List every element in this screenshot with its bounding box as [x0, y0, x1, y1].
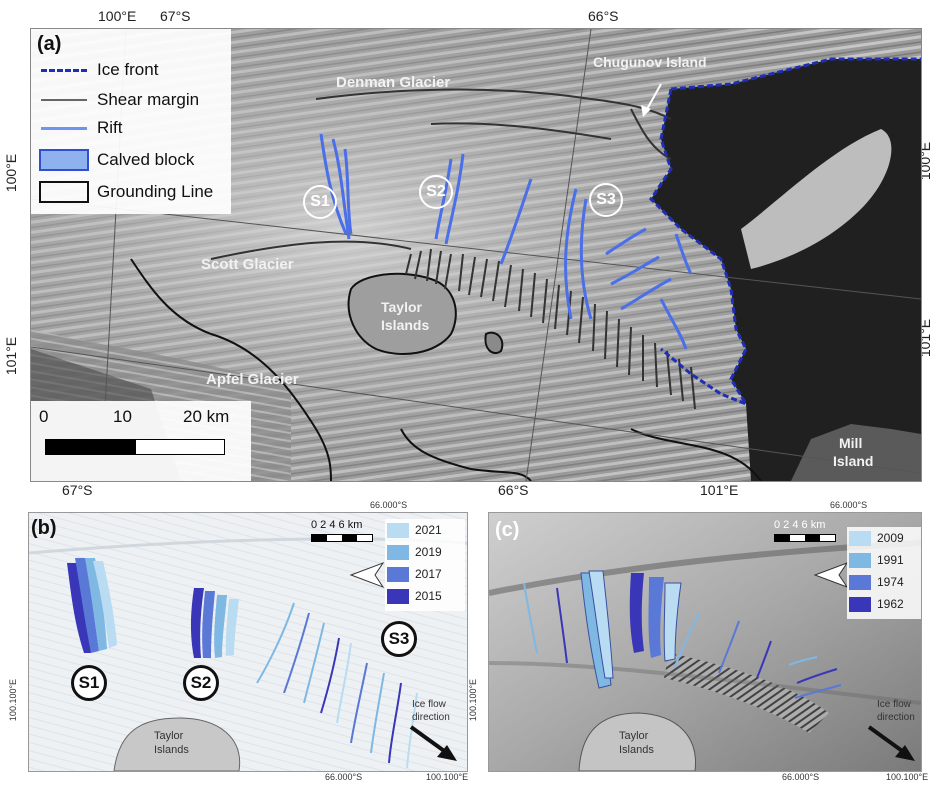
panel-b-island-2: Islands: [154, 744, 189, 756]
panel-b-site-s2: S2: [183, 665, 219, 701]
panel-c-coord-left: 100.100°E: [468, 678, 479, 722]
panel-c-scale-label: 0 2 4 6 km: [774, 519, 826, 531]
panel-b-flow-1: Ice flow: [412, 699, 447, 710]
panel-b-scale-label: 0 2 4 6 km: [311, 519, 363, 531]
label-apfel-glacier: Apfel Glacier: [206, 371, 299, 388]
panel-b-year-label-3: 2015: [415, 589, 442, 603]
panel-c-coord-bottom-lat: 66.000°S: [782, 772, 820, 782]
panel-c-year-label-2: 1974: [877, 575, 904, 589]
label-mill-island-1: Mill: [839, 435, 862, 451]
coord-left-101e: 101°E: [3, 336, 20, 376]
panel-b-year-2021: 2021: [387, 521, 442, 539]
panel-b-scale-bar: [311, 534, 373, 542]
panel-b-year-label-0: 2021: [415, 523, 442, 537]
panel-b-year-swatch-3: [387, 588, 409, 604]
panel-c-year-swatch-2: [849, 574, 871, 590]
panel-c-year-label-0: 2009: [877, 531, 904, 545]
panel-c-year-swatch-1: [849, 552, 871, 568]
panel-c-year-2009: 2009: [849, 529, 904, 547]
panel-b-coord-top: 66.000°S: [370, 500, 408, 510]
coord-top-100e: 100°E: [98, 8, 137, 24]
panel-c-year-legend: 2009 1991 1974 1962: [847, 527, 921, 619]
label-chugunov-island: Chugunov Island: [593, 54, 707, 70]
legend-grounding-line: Grounding Line: [39, 181, 213, 203]
legend-calved-block: Calved block: [39, 149, 194, 171]
panel-a-satellite-map: Denman Glacier Chugunov Island Scott Gla…: [30, 28, 922, 482]
site-s2-marker: S2: [419, 175, 453, 209]
scale-bar-black: [45, 439, 137, 455]
legend-calved-block-label: Calved block: [97, 150, 195, 169]
coord-left-100e: 100°E: [3, 153, 20, 193]
coord-bottom-67s: 67°S: [62, 482, 93, 498]
panel-c-year-swatch-3: [849, 596, 871, 612]
legend-ice-front: Ice front: [39, 59, 158, 81]
label-mill-island-2: Island: [833, 453, 873, 469]
site-s1-marker: S1: [303, 185, 337, 219]
shear-margin-swatch: [39, 89, 89, 111]
coord-top-67s: 67°S: [160, 8, 191, 24]
panel-b-coord-bottom-lon: 100.100°E: [426, 772, 469, 782]
calved-block-swatch: [39, 149, 89, 171]
panel-c-island-2: Islands: [619, 744, 654, 756]
panel-b-year-swatch-0: [387, 522, 409, 538]
panel-b-year-2017: 2017: [387, 565, 442, 583]
grounding-line-swatch: [39, 181, 89, 203]
label-taylor-islands-2: Islands: [381, 317, 429, 333]
panel-b-year-swatch-2: [387, 566, 409, 582]
legend-shear-margin-label: Shear margin: [97, 90, 200, 109]
coord-top-66s: 66°S: [588, 8, 619, 24]
panel-c-letter: (c): [495, 519, 520, 541]
ice-front-swatch: [39, 59, 89, 81]
legend-ice-front-label: Ice front: [97, 60, 159, 79]
label-denman-glacier: Denman Glacier: [336, 74, 450, 91]
panel-c-scale: 0 2 4 6 km: [774, 519, 844, 542]
scale-zero: 0: [39, 407, 49, 426]
panel-b-letter: (b): [31, 517, 57, 539]
legend-rift: Rift: [39, 117, 123, 139]
panel-b-year-2019: 2019: [387, 543, 442, 561]
label-scott-glacier: Scott Glacier: [201, 256, 294, 273]
scale-twenty: 20 km: [183, 407, 230, 426]
legend-shear-margin: Shear margin: [39, 89, 199, 111]
coord-bottom-66s: 66°S: [498, 482, 529, 498]
panel-c-coord-top: 66.000°S: [830, 500, 868, 510]
panel-b-flow-2: direction: [412, 712, 450, 723]
panel-b-year-label-2: 2017: [415, 567, 442, 581]
panel-c-flow-2: direction: [877, 712, 915, 723]
panel-c-year-label-3: 1962: [877, 597, 904, 611]
panel-b-year-legend: 2021 2019 2017 2015: [385, 519, 465, 611]
panel-c-year-1962: 1962: [849, 595, 904, 613]
scale-ten: 10: [113, 407, 132, 426]
panel-c-year-1991: 1991: [849, 551, 904, 569]
panel-a-legend: (a) Ice front Shear margin Rift Calved b…: [31, 29, 231, 214]
legend-grounding-line-label: Grounding Line: [97, 182, 214, 201]
panel-b-coord-bottom-lat: 66.000°S: [325, 772, 363, 782]
panel-c-coord-bottom-lon: 100.100°E: [886, 772, 929, 782]
coord-bottom-101e: 101°E: [700, 482, 739, 498]
panel-b-year-swatch-1: [387, 544, 409, 560]
panel-b-year-2015: 2015: [387, 587, 442, 605]
panel-c-flow-1: Ice flow: [877, 699, 912, 710]
panel-b-year-label-1: 2019: [415, 545, 442, 559]
panel-b-site-s3: S3: [381, 621, 417, 657]
panel-b-island-1: Taylor: [154, 730, 184, 742]
legend-rift-label: Rift: [97, 118, 123, 137]
panel-b-scale: 0 2 4 6 km: [311, 519, 381, 542]
scale-bar-white: [135, 439, 225, 455]
panel-c-year-swatch-0: [849, 530, 871, 546]
panel-c-year-1974: 1974: [849, 573, 904, 591]
label-taylor-islands-1: Taylor: [381, 299, 423, 315]
panel-c-year-label-1: 1991: [877, 553, 904, 567]
panel-a-scale-bar: 0 10 20 km: [31, 401, 251, 481]
rift-swatch: [39, 117, 89, 139]
panel-c-historic-rift-map: Taylor Islands Ice flow direction (c) 0 …: [488, 512, 922, 772]
panel-b-rift-history-map: Taylor Islands Ice flow direction (b) S1…: [28, 512, 468, 772]
panel-c-island-1: Taylor: [619, 730, 649, 742]
panel-b-coord-left: 100.100°E: [8, 678, 19, 722]
panel-a-letter: (a): [37, 33, 62, 55]
panel-b-site-s1: S1: [71, 665, 107, 701]
site-s3-marker: S3: [589, 183, 623, 217]
panel-c-scale-bar: [774, 534, 836, 542]
